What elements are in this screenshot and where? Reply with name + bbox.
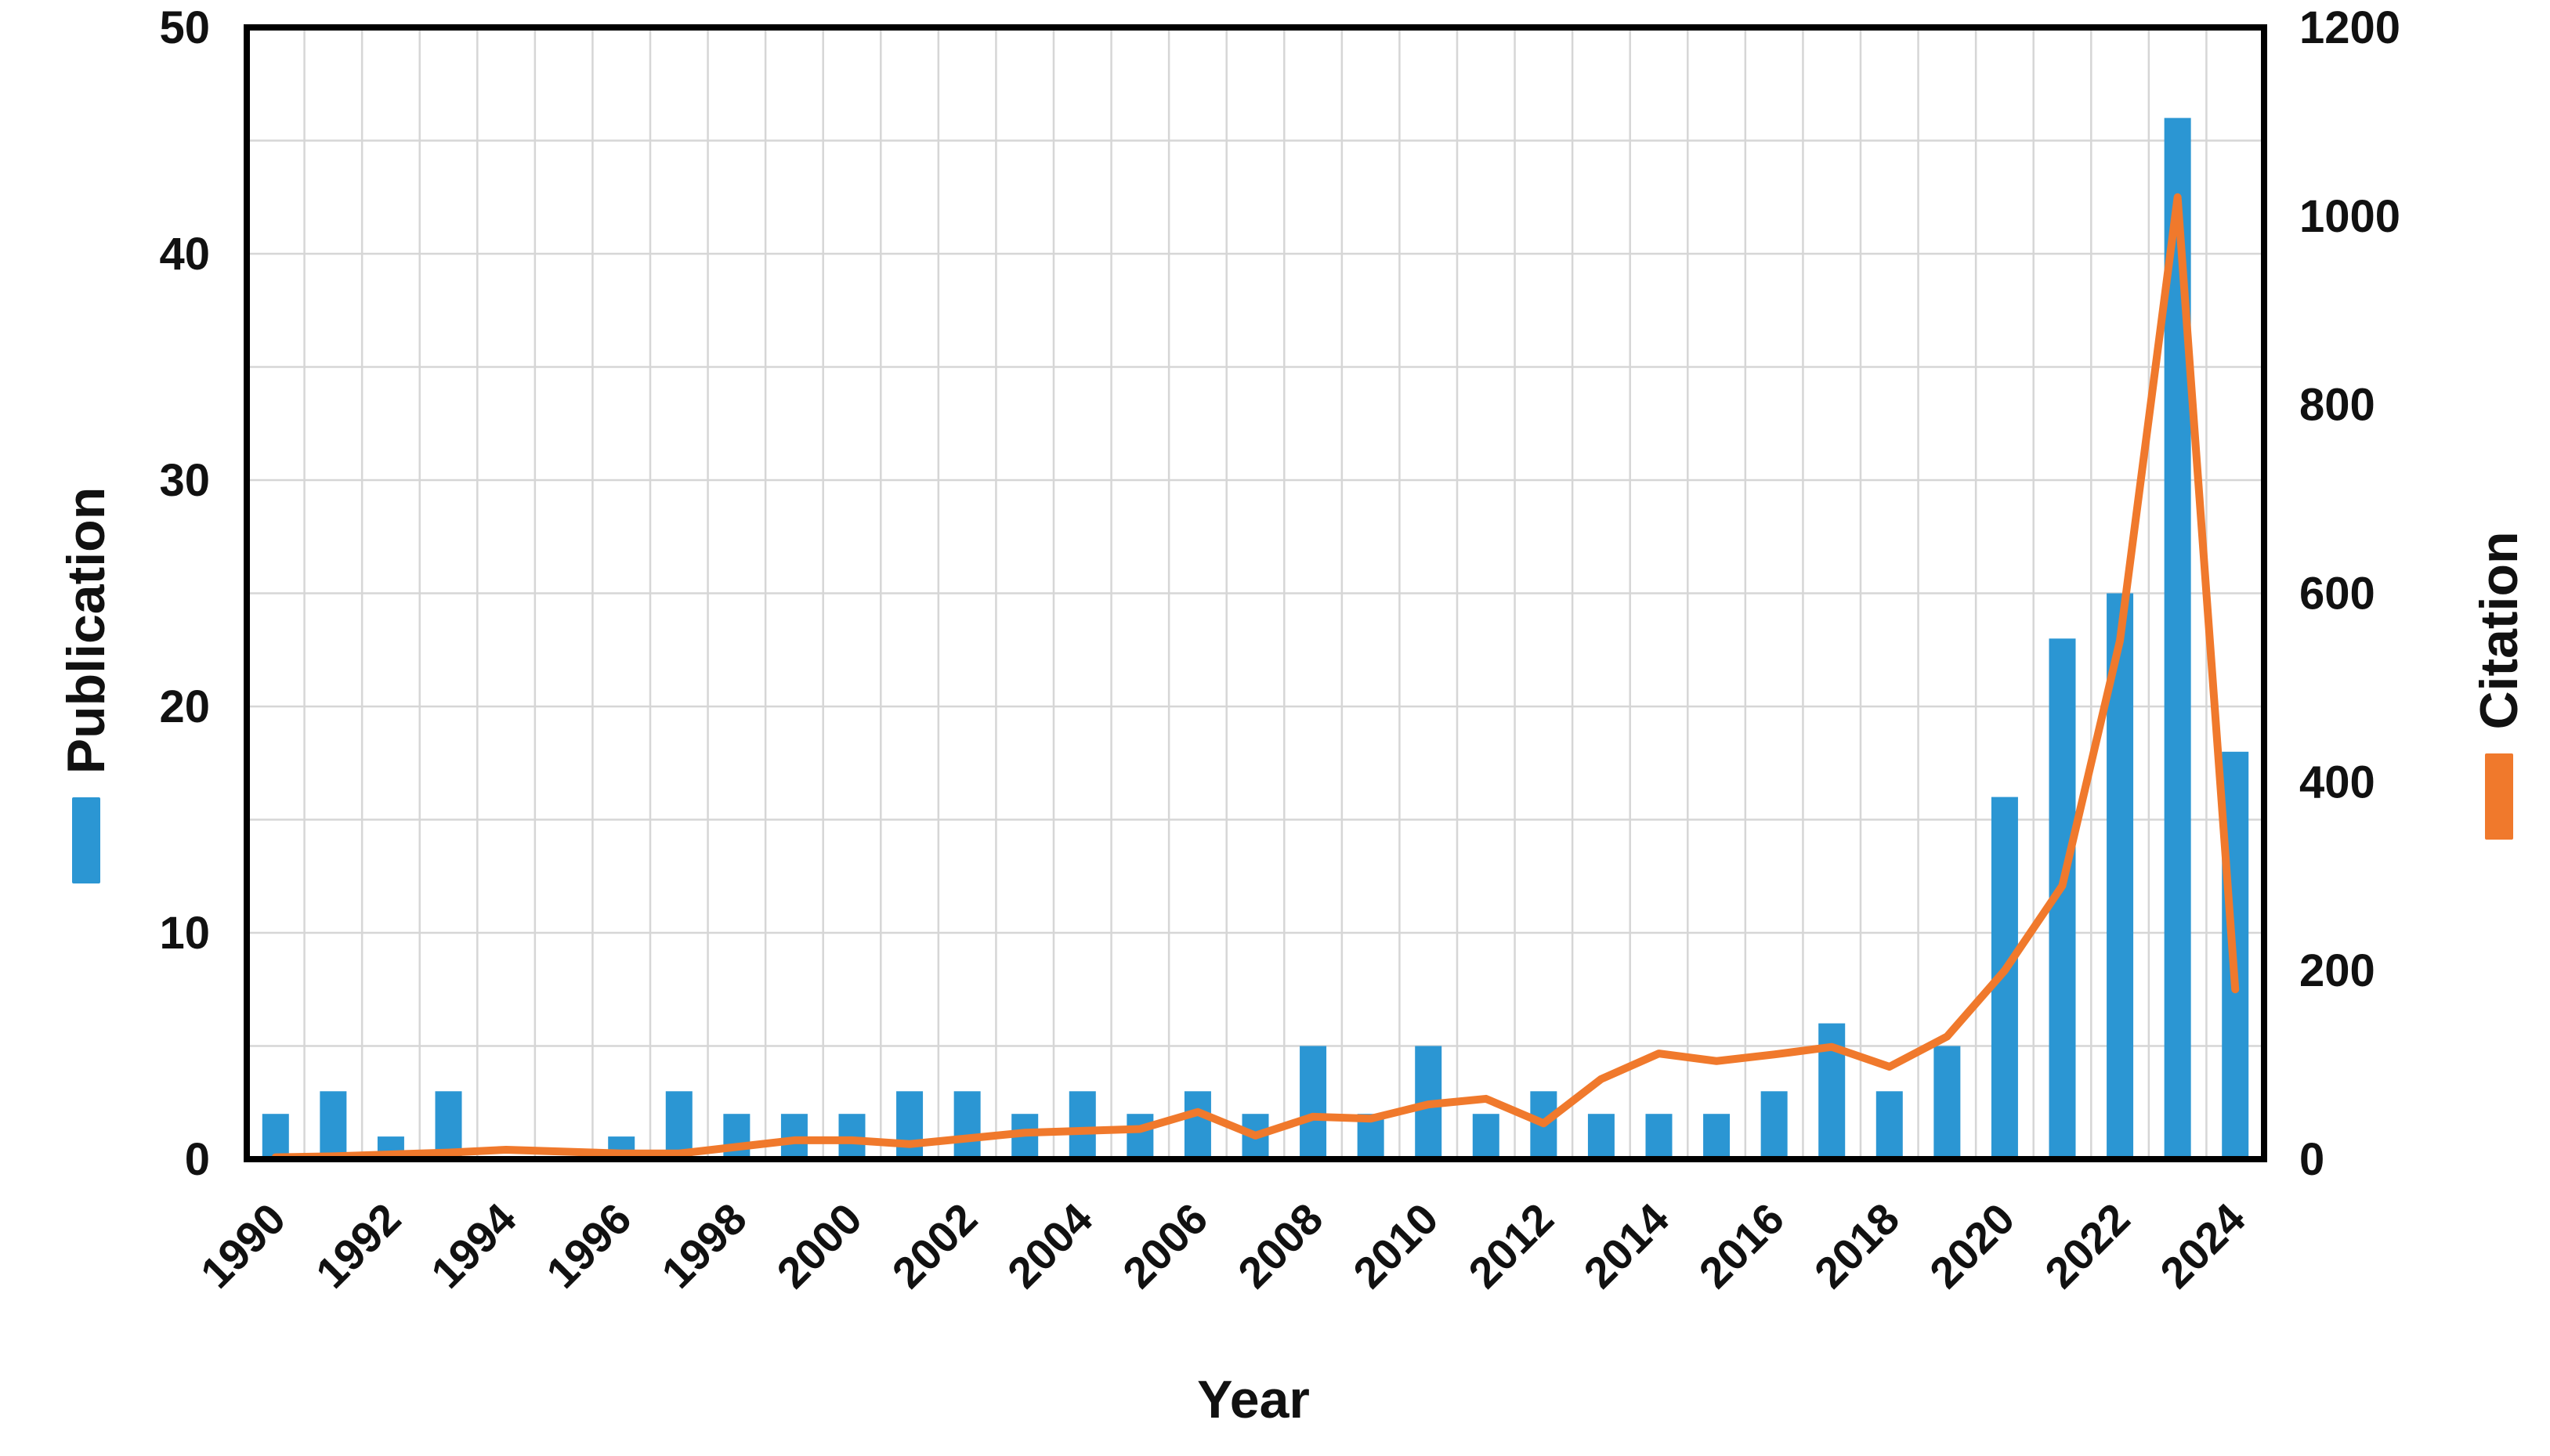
x-tick-label: 2010: [1344, 1194, 1448, 1298]
left-axis-title: Publication: [56, 486, 116, 775]
bar-2006: [1184, 1091, 1211, 1159]
x-tick-label: 2006: [1113, 1194, 1217, 1298]
right-axis-title-group: Citation: [2464, 411, 2534, 959]
x-tick-label: 2002: [882, 1194, 986, 1298]
y-left-tick-label: 0: [185, 1134, 210, 1185]
bar-2011: [1472, 1114, 1499, 1159]
bar-1990: [262, 1114, 289, 1159]
bar-1993: [435, 1091, 462, 1159]
y-right-tick-label: 600: [2299, 569, 2375, 620]
x-tick-label: 1990: [191, 1194, 295, 1298]
bar-2001: [896, 1091, 924, 1159]
citation-line: [271, 193, 2240, 1162]
x-tick-label: 2018: [1805, 1194, 1909, 1298]
x-tick-label: 1998: [652, 1194, 756, 1298]
x-tick-label: 2020: [1920, 1194, 2024, 1298]
plot-frame: [244, 24, 2267, 1162]
x-tick-label: 1994: [421, 1194, 526, 1298]
bar-2008: [1300, 1046, 1327, 1159]
bar-1991: [320, 1091, 347, 1159]
y-right-tick-label: 0: [2299, 1134, 2324, 1185]
x-tick-label: 1996: [537, 1194, 641, 1298]
y-left-tick-label: 40: [159, 229, 210, 280]
y-left-tick-label: 30: [159, 455, 210, 506]
left-axis-title-group: Publication: [51, 411, 121, 959]
x-tick-label: 2016: [1689, 1194, 1793, 1298]
bar-2002: [953, 1091, 981, 1159]
y-right-tick-label: 800: [2299, 380, 2375, 431]
bar-2013: [1587, 1114, 1615, 1159]
x-tick-label: 2000: [767, 1194, 871, 1298]
bar-2004: [1069, 1091, 1096, 1159]
bar-2019: [1933, 1046, 1961, 1159]
bar-2005: [1127, 1114, 1154, 1159]
citation-legend-swatch: [2485, 753, 2513, 840]
y-right-tick-label: 1200: [2299, 2, 2400, 53]
publication-legend-swatch: [72, 797, 100, 884]
y-right-tick-label: 1000: [2299, 191, 2400, 242]
y-left-tick-label: 20: [159, 681, 210, 732]
bar-2016: [1760, 1091, 1788, 1159]
x-tick-label: 2008: [1228, 1194, 1333, 1298]
right-axis-title: Citation: [2469, 531, 2529, 730]
y-left-tick-label: 10: [159, 908, 210, 959]
x-tick-label: 2004: [998, 1194, 1102, 1298]
x-tick-label: 1992: [306, 1194, 411, 1298]
bar-1998: [723, 1114, 751, 1159]
x-axis-title: Year: [1197, 1370, 1310, 1429]
y-left-tick-label: 50: [159, 2, 210, 53]
x-tick-label: 2024: [2150, 1194, 2255, 1298]
bar-1997: [665, 1091, 693, 1159]
bar-2014: [1645, 1114, 1673, 1159]
bar-2015: [1703, 1114, 1731, 1159]
x-tick-label: 2012: [1459, 1194, 1563, 1298]
x-tick-label: 2014: [1574, 1194, 1678, 1298]
bar-2018: [1875, 1091, 1903, 1159]
x-tick-label: 2022: [2035, 1194, 2139, 1298]
y-right-tick-label: 400: [2299, 757, 2375, 807]
y-right-tick-label: 200: [2299, 945, 2375, 996]
